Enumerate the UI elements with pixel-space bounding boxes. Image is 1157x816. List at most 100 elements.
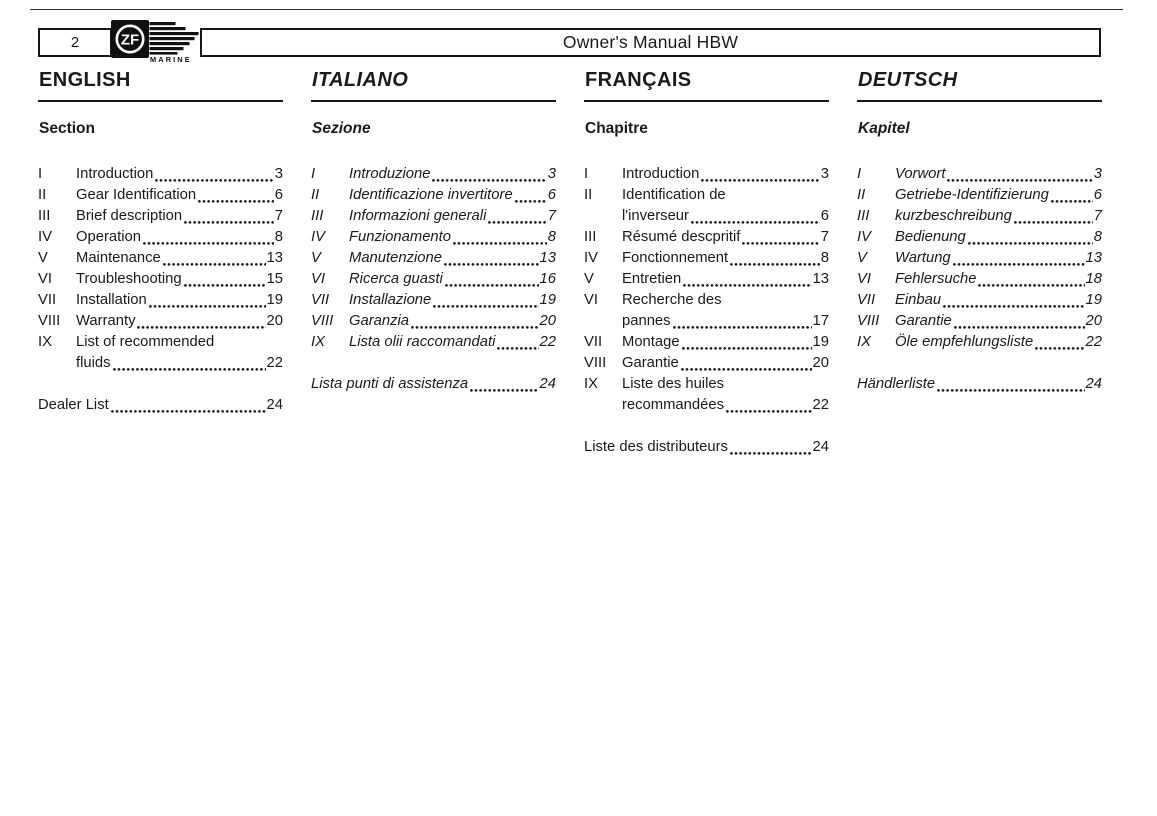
entry-roman-numeral: II	[584, 187, 593, 203]
column-deutsch: DEUTSCH Kapitel I Vorwort 3 II Getriebe-Identi…	[857, 68, 1102, 458]
entry-line: Warranty 20	[76, 311, 283, 332]
page-number: 2	[70, 34, 80, 51]
entry-page-number: 20	[539, 313, 556, 329]
entry-page-number: 20	[1085, 313, 1102, 329]
toc-entry: VIII Warranty 20	[38, 311, 283, 332]
columns: ENGLISH Section I Introduction 3 II Gear Ident…	[38, 68, 1104, 458]
entry-title: Warranty	[76, 313, 136, 329]
entry-body: kurzbeschreibung 7	[895, 206, 1102, 227]
entry-roman-numeral: III	[584, 229, 597, 245]
entry-page-number: 19	[266, 292, 283, 308]
entry-title: Informazioni generali	[349, 208, 487, 224]
language-heading: ENGLISH	[38, 68, 283, 102]
entry-line: Fehlersuche 18	[895, 269, 1102, 290]
dot-leader	[935, 374, 1085, 395]
entry-title: Einbau	[895, 292, 942, 308]
entry-page-number: 13	[812, 271, 829, 287]
toc-entry: V Entretien 13	[584, 269, 829, 290]
entry-page-number: 15	[266, 271, 283, 287]
dot-leader	[699, 164, 821, 185]
marine-label: MARINE	[150, 55, 192, 64]
footer-page-number: 24	[812, 439, 829, 455]
entry-body: Montage 19	[622, 332, 829, 353]
entry-page-number: 6	[1093, 187, 1102, 203]
entry-title: Montage	[622, 334, 680, 350]
entry-body: Troubleshooting 15	[76, 269, 283, 290]
toc-entry: IX Öle empfehlungsliste 22	[857, 332, 1102, 353]
entry-roman-numeral: IV	[584, 250, 598, 266]
entry-title: Fonctionnement	[622, 250, 729, 266]
entry-roman-numeral: I	[857, 166, 862, 182]
column-footer-entry: Händlerliste 24	[857, 374, 1102, 395]
zf-logo-ring	[115, 24, 145, 54]
dot-leader	[671, 311, 813, 332]
dot-leader	[1033, 332, 1085, 353]
column-footer-entry: Dealer List 24	[38, 395, 283, 416]
toc-entry: VII Einbau 19	[857, 290, 1102, 311]
entry-body: Introduction 3	[76, 164, 283, 185]
entry-line: Manutenzione 13	[349, 248, 556, 269]
dot-leader	[966, 227, 1094, 248]
entry-roman-numeral: II	[311, 187, 320, 203]
entry-body: Entretien 13	[622, 269, 829, 290]
marine-stripes-icon	[149, 22, 199, 55]
entry-line: Ricerca guasti 16	[349, 269, 556, 290]
section-label: Kapitel	[858, 120, 910, 137]
section-label: Section	[39, 120, 95, 137]
entry-page-number: 7	[1093, 208, 1102, 224]
entry-line: Vorwort 3	[895, 164, 1102, 185]
entry-title: Wartung	[895, 250, 951, 266]
dot-leader	[486, 206, 548, 227]
entry-roman-numeral: II	[38, 187, 47, 203]
entry-line: Garanzia 20	[349, 311, 556, 332]
entry-roman-numeral: IV	[311, 229, 325, 245]
toc-entry: II Identification de l'inverseur 6	[584, 185, 829, 227]
entry-title: Ricerca guasti	[349, 271, 443, 287]
entry-body: Garanzia 20	[349, 311, 556, 332]
entry-title: Bedienung	[895, 229, 966, 245]
entry-roman-numeral: IV	[857, 229, 871, 245]
entry-page-number: 8	[547, 229, 556, 245]
entry-roman-numeral: VI	[857, 271, 871, 287]
entry-roman-numeral: VI	[311, 271, 325, 287]
entry-line: Liste des huiles	[622, 374, 829, 395]
entry-page-number: 19	[539, 292, 556, 308]
entry-roman-numeral: I	[38, 166, 43, 182]
dot-leader	[681, 269, 812, 290]
entry-page-number: 18	[1085, 271, 1102, 287]
language-heading: FRANÇAIS	[584, 68, 829, 102]
entry-title: Identification de	[622, 187, 726, 203]
entry-title: Manutenzione	[349, 250, 442, 266]
entry-line: Funzionamento 8	[349, 227, 556, 248]
toc-entry: I Introduzione 3	[311, 164, 556, 185]
entry-body: Introduzione 3	[349, 164, 556, 185]
entry-line: Introduction 3	[622, 164, 829, 185]
entry-body: Ricerca guasti 16	[349, 269, 556, 290]
entry-body: Vorwort 3	[895, 164, 1102, 185]
entry-title: Öle empfehlungsliste	[895, 334, 1034, 350]
entry-title: fluids	[76, 355, 111, 371]
dot-leader	[111, 353, 267, 374]
column-italiano: ITALIANO Sezione I Introduzione 3 II Identific…	[311, 68, 556, 458]
entry-title: Introduction	[622, 166, 700, 182]
entry-body: Identificazione invertitore 6	[349, 185, 556, 206]
toc-entry: III Brief description 7	[38, 206, 283, 227]
dot-leader	[513, 185, 548, 206]
toc-entry: VI Recherche des pannes 17	[584, 290, 829, 332]
entry-title: Résumé descpritif	[622, 229, 741, 245]
language-heading: DEUTSCH	[857, 68, 1102, 102]
dot-leader	[689, 206, 821, 227]
entry-title: Installazione	[349, 292, 432, 308]
dot-leader	[161, 248, 267, 269]
entry-page-number: 7	[274, 208, 283, 224]
entry-page-number: 19	[1085, 292, 1102, 308]
entry-body: Gear Identification 6	[76, 185, 283, 206]
dot-leader	[1049, 185, 1094, 206]
entry-line: Garantie 20	[622, 353, 829, 374]
entry-line: Identification de	[622, 185, 829, 206]
entry-title: kurzbeschreibung	[895, 208, 1012, 224]
dot-leader	[109, 395, 267, 416]
dot-leader	[442, 248, 540, 269]
entry-roman-numeral: II	[857, 187, 866, 203]
dot-leader	[196, 185, 275, 206]
